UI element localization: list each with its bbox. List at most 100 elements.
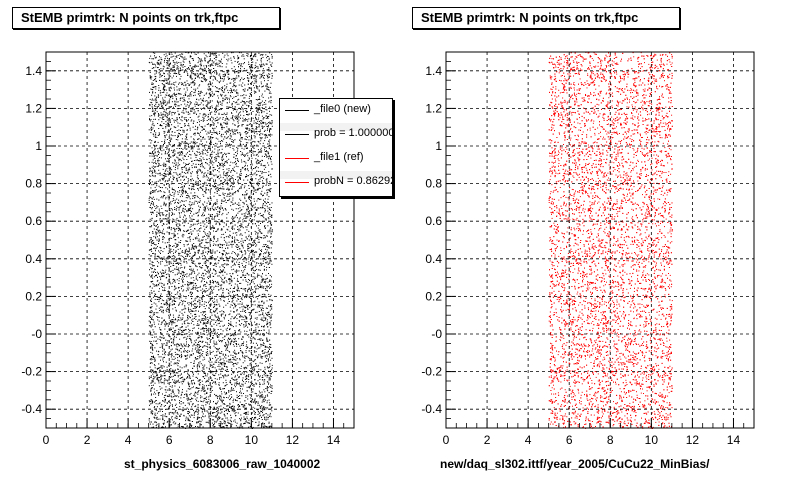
scatter-point	[160, 378, 162, 380]
scatter-point	[215, 119, 217, 121]
scatter-point	[164, 323, 165, 325]
scatter-point	[192, 288, 194, 290]
scatter-point	[255, 209, 257, 211]
scatter-point	[257, 189, 259, 191]
scatter-point	[174, 199, 176, 201]
scatter-point	[260, 140, 262, 142]
scatter-point	[193, 109, 195, 111]
scatter-point	[202, 97, 204, 99]
scatter-point	[223, 377, 225, 379]
scatter-point	[176, 86, 178, 88]
scatter-point	[240, 69, 242, 71]
scatter-point	[149, 421, 151, 423]
scatter-point	[268, 415, 270, 417]
scatter-point	[155, 237, 157, 239]
scatter-point	[173, 172, 175, 174]
scatter-point	[183, 415, 185, 417]
scatter-point	[149, 184, 150, 185]
scatter-point	[165, 180, 167, 182]
scatter-point	[269, 346, 271, 348]
scatter-point	[152, 89, 154, 91]
scatter-point	[271, 106, 273, 107]
scatter-point	[262, 406, 264, 408]
scatter-point	[200, 90, 202, 92]
scatter-point	[221, 401, 223, 403]
scatter-point	[215, 57, 217, 58]
scatter-point	[159, 386, 161, 388]
scatter-point	[265, 244, 267, 246]
scatter-point	[241, 77, 243, 79]
scatter-point	[158, 96, 159, 98]
scatter-point	[184, 320, 186, 322]
scatter-point	[208, 331, 210, 333]
scatter-point	[259, 73, 261, 75]
scatter-point	[179, 213, 180, 215]
scatter-point	[160, 306, 162, 308]
scatter-point	[253, 87, 255, 89]
scatter-point	[257, 233, 259, 235]
scatter-point	[266, 285, 268, 287]
scatter-point	[158, 164, 160, 166]
scatter-point	[208, 346, 210, 348]
scatter-point	[243, 115, 245, 117]
scatter-point	[154, 52, 156, 54]
scatter-point	[225, 421, 226, 423]
scatter-point	[268, 175, 269, 176]
scatter-point	[185, 197, 187, 199]
scatter-point	[223, 296, 225, 298]
scatter-point	[269, 100, 271, 102]
scatter-point	[204, 256, 206, 258]
scatter-point	[219, 163, 221, 164]
scatter-point	[177, 376, 179, 378]
scatter-point	[240, 282, 242, 284]
scatter-point	[252, 147, 254, 148]
scatter-point	[246, 104, 248, 106]
scatter-point	[233, 277, 235, 279]
scatter-point	[234, 216, 236, 218]
scatter-point	[170, 167, 172, 169]
scatter-point	[182, 426, 184, 428]
scatter-point	[215, 362, 217, 363]
scatter-point	[159, 148, 161, 150]
scatter-point	[269, 216, 271, 218]
scatter-point	[208, 278, 209, 279]
scatter-point	[162, 223, 164, 225]
scatter-point	[167, 389, 169, 391]
scatter-point	[271, 410, 273, 412]
scatter-point	[256, 317, 258, 319]
scatter-point	[222, 358, 224, 360]
scatter-point	[247, 55, 249, 57]
scatter-point	[189, 237, 191, 239]
scatter-point	[254, 374, 256, 376]
scatter-point	[265, 399, 266, 401]
scatter-point	[223, 391, 225, 393]
scatter-point	[173, 341, 175, 343]
scatter-point	[257, 140, 259, 142]
scatter-point	[259, 229, 261, 231]
scatter-point	[172, 214, 174, 216]
scatter-point	[150, 170, 152, 172]
scatter-point	[183, 72, 185, 73]
scatter-point	[198, 353, 200, 354]
scatter-point	[261, 317, 263, 319]
scatter-point	[245, 250, 246, 252]
scatter-point	[149, 315, 151, 317]
scatter-point	[229, 106, 231, 108]
scatter-point	[213, 195, 215, 197]
scatter-point	[202, 215, 204, 217]
scatter-point	[154, 86, 156, 88]
scatter-point	[202, 99, 204, 101]
scatter-point	[184, 329, 186, 331]
scatter-point	[188, 383, 189, 385]
scatter-point	[254, 135, 256, 137]
scatter-point	[156, 255, 158, 257]
scatter-point	[227, 264, 229, 266]
scatter-point	[230, 398, 231, 400]
scatter-point	[182, 148, 184, 150]
scatter-point	[240, 350, 241, 352]
scatter-point	[219, 195, 221, 196]
scatter-point	[220, 340, 222, 342]
scatter-point	[248, 230, 250, 232]
scatter-point	[165, 379, 167, 381]
scatter-point	[258, 109, 259, 111]
